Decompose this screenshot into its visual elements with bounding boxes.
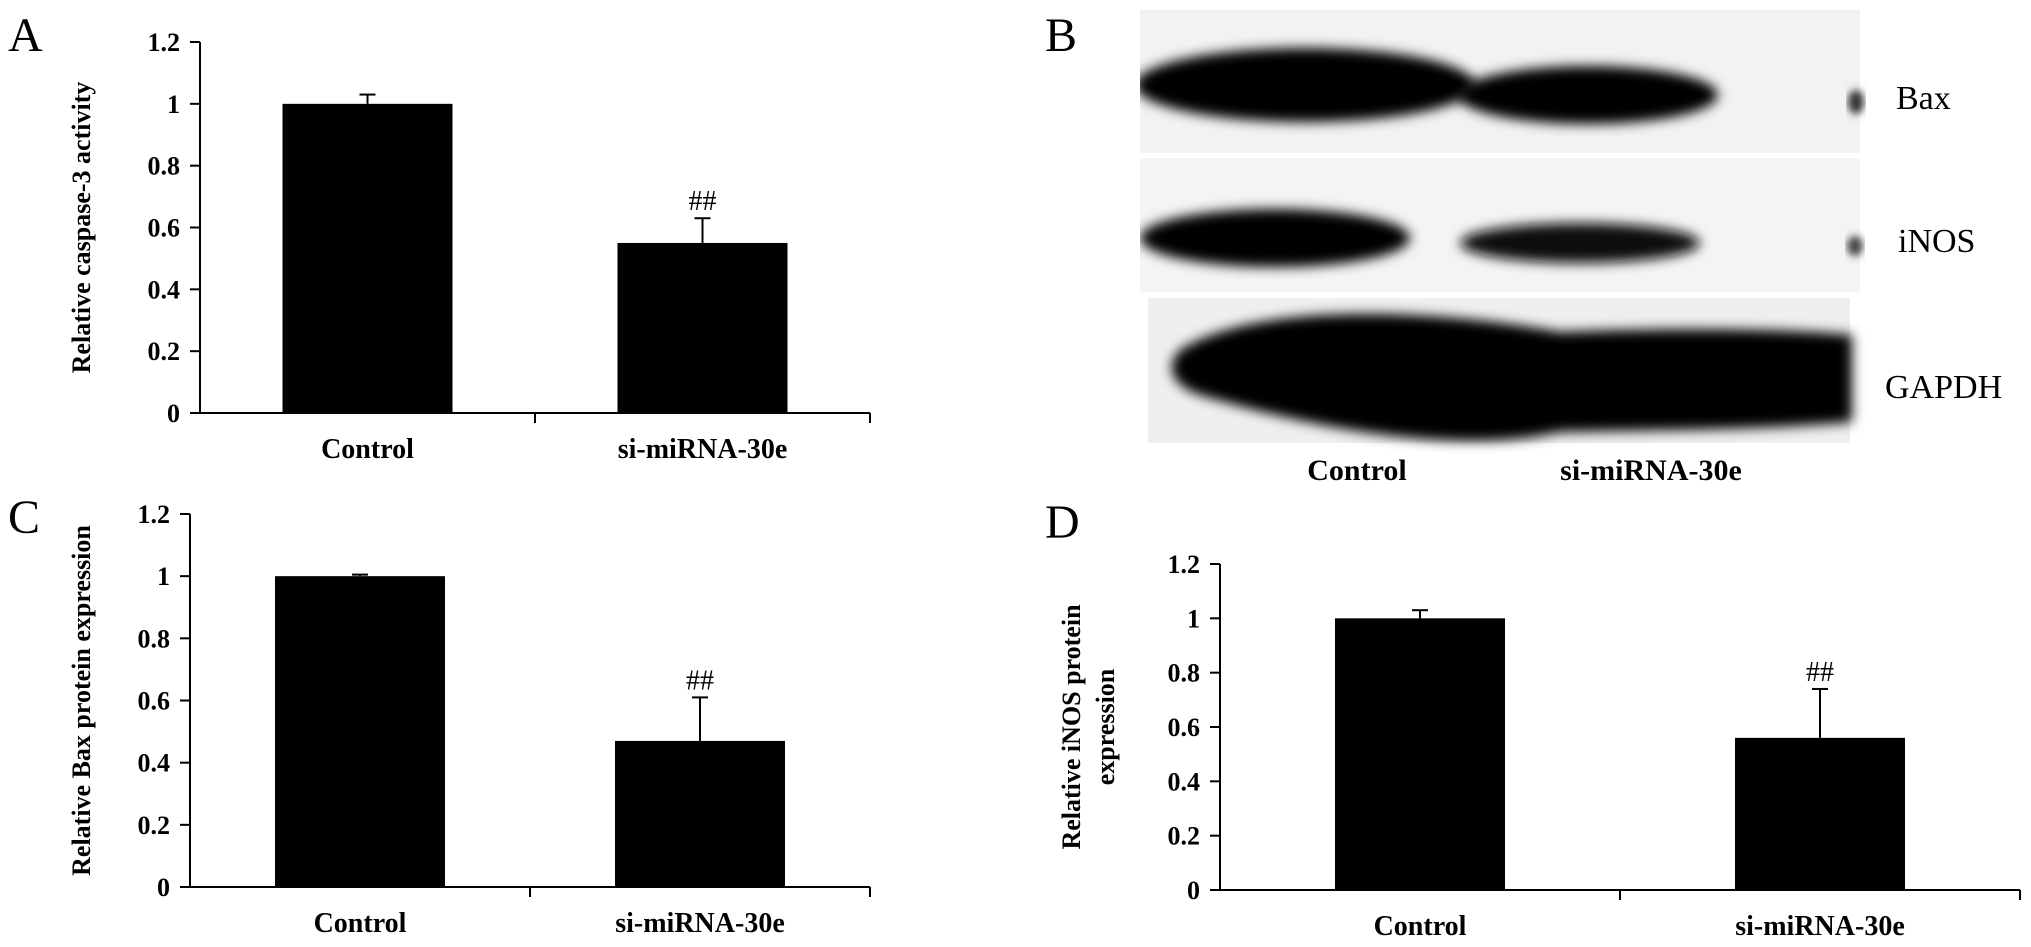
y-tick-label: 0.8: [138, 624, 171, 653]
y-tick-label: 1.2: [148, 28, 181, 57]
y-tick-label: 0.4: [138, 749, 171, 778]
y-tick-label: 1: [1187, 604, 1200, 633]
blot-label-bax: Bax: [1896, 80, 1951, 117]
band-inos-control: [1140, 209, 1410, 267]
significance-mark: ##: [689, 186, 717, 217]
bar-control: [282, 103, 453, 413]
x-category-label: si-miRNA-30e: [615, 908, 785, 939]
x-category-label: Control: [321, 434, 414, 465]
y-tick-label: 0.4: [148, 275, 181, 304]
western-blot: Bax iNOS GAPDH Control si-miRNA-30e: [1140, 10, 2002, 487]
band-inos-edge: [1847, 236, 1863, 256]
bar-si-mirna-30e: [1735, 737, 1905, 890]
y-tick-label: 0.2: [148, 337, 181, 366]
y-tick-label: 1.2: [138, 500, 171, 529]
y-tick-label: 0.2: [1168, 822, 1201, 851]
band-bax-si: [1458, 66, 1718, 124]
chart-bax-expression: 0 0.2 0.4 0.6 0.8 1 1.2 Control ## si-miRNA-30e Re…: [67, 500, 871, 939]
y-axis-label: Relative Bax protein expression: [67, 525, 96, 876]
bar-control: [1335, 618, 1505, 890]
y-tick-label: 0: [157, 873, 170, 902]
panel-letter-d: D: [1045, 496, 1080, 549]
significance-mark: ##: [686, 665, 714, 696]
significance-mark: ##: [1806, 657, 1834, 688]
blot-lane-control: Control: [1307, 454, 1406, 487]
x-category-label: Control: [314, 908, 407, 939]
y-tick-label: 1.2: [1168, 550, 1201, 579]
y-tick-label: 0.6: [148, 214, 181, 243]
panel-letter-b: B: [1045, 9, 1078, 62]
y-tick-label: 1: [167, 90, 180, 119]
band-gapdh: [1171, 313, 1852, 441]
y-tick-label: 0.8: [148, 152, 181, 181]
band-bax-control: [1140, 48, 1475, 122]
panel-letter-c: C: [8, 491, 41, 544]
blot-lane-si: si-miRNA-30e: [1560, 454, 1742, 487]
y-tick-label: 0.6: [138, 687, 171, 716]
y-tick-label: 0.2: [138, 811, 171, 840]
y-axis-label: expression: [1091, 668, 1120, 785]
blot-label-gapdh: GAPDH: [1885, 369, 2002, 406]
y-axis-label: Relative caspase-3 activity: [67, 82, 96, 374]
x-category-label: si-miRNA-30e: [618, 434, 788, 465]
y-tick-label: 1: [157, 562, 170, 591]
y-tick-label: 0: [167, 399, 180, 428]
bar-si-mirna-30e: [615, 740, 785, 887]
chart-inos-expression: 0 0.2 0.4 0.6 0.8 1 1.2 Control ## si-miRNA-30e Re…: [1057, 550, 2021, 940]
chart-caspase3: 0 0.2 0.4 0.6 0.8 1 1.2 Control ## si-miRNA-30e Re…: [67, 28, 871, 465]
y-tick-label: 0.8: [1168, 659, 1201, 688]
bar-control: [275, 576, 445, 887]
band-inos-si: [1460, 223, 1700, 263]
x-category-label: si-miRNA-30e: [1735, 911, 1905, 940]
y-tick-label: 0.4: [1168, 767, 1201, 796]
blot-label-inos: iNOS: [1898, 223, 1975, 260]
band-bax-edge: [1848, 90, 1864, 114]
panel-letter-a: A: [8, 9, 43, 62]
bar-si-mirna-30e: [617, 242, 788, 413]
y-tick-label: 0: [1187, 876, 1200, 905]
y-axis-label: Relative iNOS protein: [1057, 604, 1086, 850]
y-tick-label: 0.6: [1168, 713, 1201, 742]
x-category-label: Control: [1374, 911, 1467, 940]
